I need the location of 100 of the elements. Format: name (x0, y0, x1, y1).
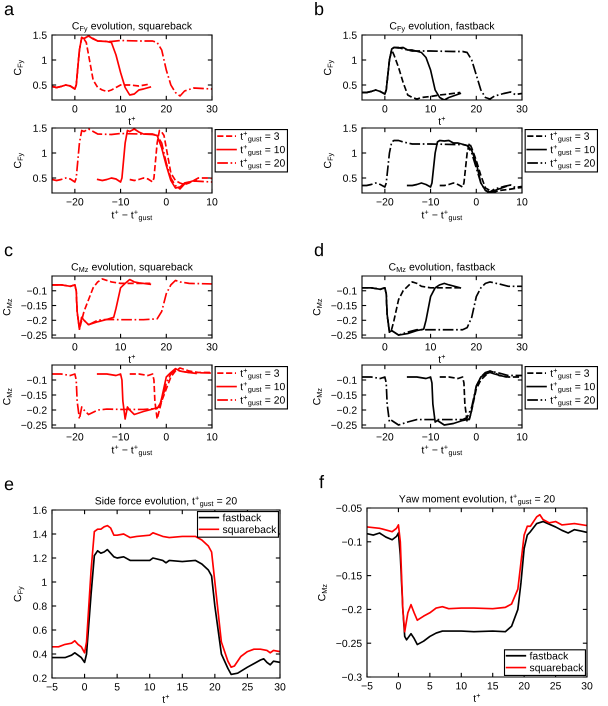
y-tick-label: 1.5 (343, 124, 357, 132)
x-tick-label: 30 (582, 682, 592, 690)
y-tick-label: 0.5 (33, 174, 47, 182)
legend-label: t$^{+}$$_{gust}$ = 20 (240, 158, 285, 170)
x-tick-label: −20 (376, 198, 394, 206)
x-tick-label: −20 (66, 198, 84, 206)
y-tick-label: 1.2 (33, 554, 47, 562)
y-tick-label: −0.05 (336, 504, 362, 512)
legend-label: fastback (530, 652, 568, 660)
y-axis-title: C$_{Mz}$ (2, 298, 12, 316)
text: e (4, 480, 14, 490)
x-tick-label: 25 (550, 682, 561, 690)
y-tick-label: −0.15 (331, 302, 357, 310)
y-tick-label: −0.2 (337, 316, 357, 324)
x-tick-label: −20 (66, 433, 84, 441)
y-axis-title: C$_{Mz}$ (312, 388, 322, 405)
y-tick-label: −0.25 (336, 640, 362, 648)
x-tick-label: −10 (112, 198, 129, 206)
y-tick-label: −0.1 (27, 287, 47, 295)
x-tick-label: 20 (518, 682, 530, 690)
y-tick-label: 0.4 (33, 650, 47, 658)
legend-label: t$^{+}$$_{gust}$ = 3 (240, 368, 280, 380)
x-tick-label: 0 (382, 343, 388, 351)
x-tick-label: 20 (161, 343, 172, 351)
x-tick-label: 0 (396, 682, 401, 690)
text: f (319, 475, 324, 488)
y-tick-label: −0.2 (27, 406, 47, 414)
y-tick-label: 1.4 (33, 530, 47, 538)
legend-label: t$^{+}$$_{gust}$ = 10 (240, 382, 285, 394)
y-axis-title: C$_{Mz}$ (312, 298, 322, 316)
y-tick-label: 1 (42, 150, 47, 157)
legend-label: t$^{+}$$_{gust}$ = 20 (240, 396, 285, 407)
y-tick-label: −0.1 (337, 287, 357, 295)
x-axis-title: t$^{+}$ (473, 694, 480, 702)
y-tick-label: −0.1 (342, 538, 362, 546)
x-axis-title: t$^{+}$ (128, 354, 136, 363)
y-tick-label: −0.1 (27, 376, 47, 384)
x-tick-label: 10 (426, 343, 436, 351)
y-tick-label: 1 (42, 56, 47, 64)
y-tick-label: 1.5 (33, 124, 47, 132)
x-tick-label: 10 (517, 198, 528, 206)
x-tick-label: −10 (422, 433, 439, 441)
text: c (4, 246, 13, 256)
chart-title: Yaw moment evolution, t$^{+}$$_{gust}$ = 20 (399, 494, 555, 506)
x-tick-label: 20 (471, 105, 482, 113)
text: b (315, 2, 324, 16)
x-tick-label: 10 (426, 105, 436, 113)
y-tick-label: −0.15 (331, 392, 357, 399)
x-tick-label: 30 (516, 343, 528, 351)
y-axis-title: C$_{Mz}$ (318, 584, 327, 601)
y-tick-label: 0.5 (33, 82, 47, 89)
y-tick-label: −0.1 (337, 376, 357, 384)
legend-label: squareback (530, 664, 584, 674)
legend-label: t$^{+}$$_{gust}$ = 10 (550, 382, 595, 394)
x-axis-title: t$^{+}$ (438, 116, 446, 125)
legend-label: t$^{+}$$_{gust}$ = 10 (240, 145, 285, 156)
x-axis-title: t$^{+}$ − t$^{+}$$_{gust}$ (422, 210, 462, 222)
y-tick-label: 1.5 (33, 32, 47, 39)
y-tick-label: 0.5 (343, 174, 357, 182)
x-tick-label: 15 (177, 683, 188, 691)
legend-label: t$^{+}$$_{gust}$ = 20 (550, 158, 595, 170)
y-axis-title: C$_{Fy}$ (14, 152, 24, 168)
y-tick-label: 1 (352, 56, 357, 64)
x-tick-label: 0 (474, 198, 479, 206)
x-tick-label: 5 (114, 683, 120, 691)
chart-title: Side force evolution, t$^{+}$$_{gust}$ = 20 (95, 496, 237, 508)
y-tick-label: 0.2 (33, 674, 47, 682)
x-tick-label: 10 (207, 433, 218, 441)
x-axis-title: t$^{+}$ − t$^{+}$$_{gust}$ (112, 210, 152, 222)
legend-label: t$^{+}$$_{gust}$ = 3 (550, 368, 590, 380)
x-tick-label: −10 (112, 433, 129, 441)
y-tick-label: −0.25 (331, 422, 357, 429)
x-tick-label: 10 (517, 433, 528, 441)
x-tick-label: 30 (206, 343, 218, 351)
chart-title: C$_{Fy}$ evolution, fastback (390, 22, 495, 33)
x-tick-label: 10 (456, 682, 467, 690)
y-tick-label: 1 (42, 578, 47, 586)
x-tick-label: 0 (164, 433, 169, 441)
x-tick-label: 5 (427, 682, 432, 690)
legend-label: squareback (222, 525, 276, 536)
x-tick-label: −5 (362, 682, 372, 690)
y-tick-label: −0.15 (21, 392, 47, 399)
x-tick-label: 0 (474, 433, 479, 441)
y-tick-label: −0.25 (21, 332, 47, 339)
y-tick-label: −0.25 (331, 332, 357, 339)
y-axis-title: C$_{Fy}$ (324, 152, 334, 168)
x-tick-label: 30 (206, 105, 218, 113)
text: a (4, 5, 14, 16)
x-axis-title: t$^{+}$ (128, 116, 136, 125)
x-tick-label: −10 (422, 198, 439, 206)
y-tick-label: 1.6 (33, 506, 47, 514)
x-axis-title: t$^{+}$ (162, 694, 170, 703)
y-tick-label: −0.3 (342, 674, 362, 681)
x-tick-label: 25 (242, 683, 253, 691)
x-tick-label: −20 (376, 433, 394, 441)
x-tick-label: 10 (116, 105, 126, 113)
x-tick-label: 15 (488, 682, 498, 690)
legend-label: t$^{+}$$_{gust}$ = 3 (550, 132, 590, 143)
x-tick-label: 20 (161, 105, 172, 113)
y-axis-title: C$_{Mz}$ (2, 388, 12, 405)
